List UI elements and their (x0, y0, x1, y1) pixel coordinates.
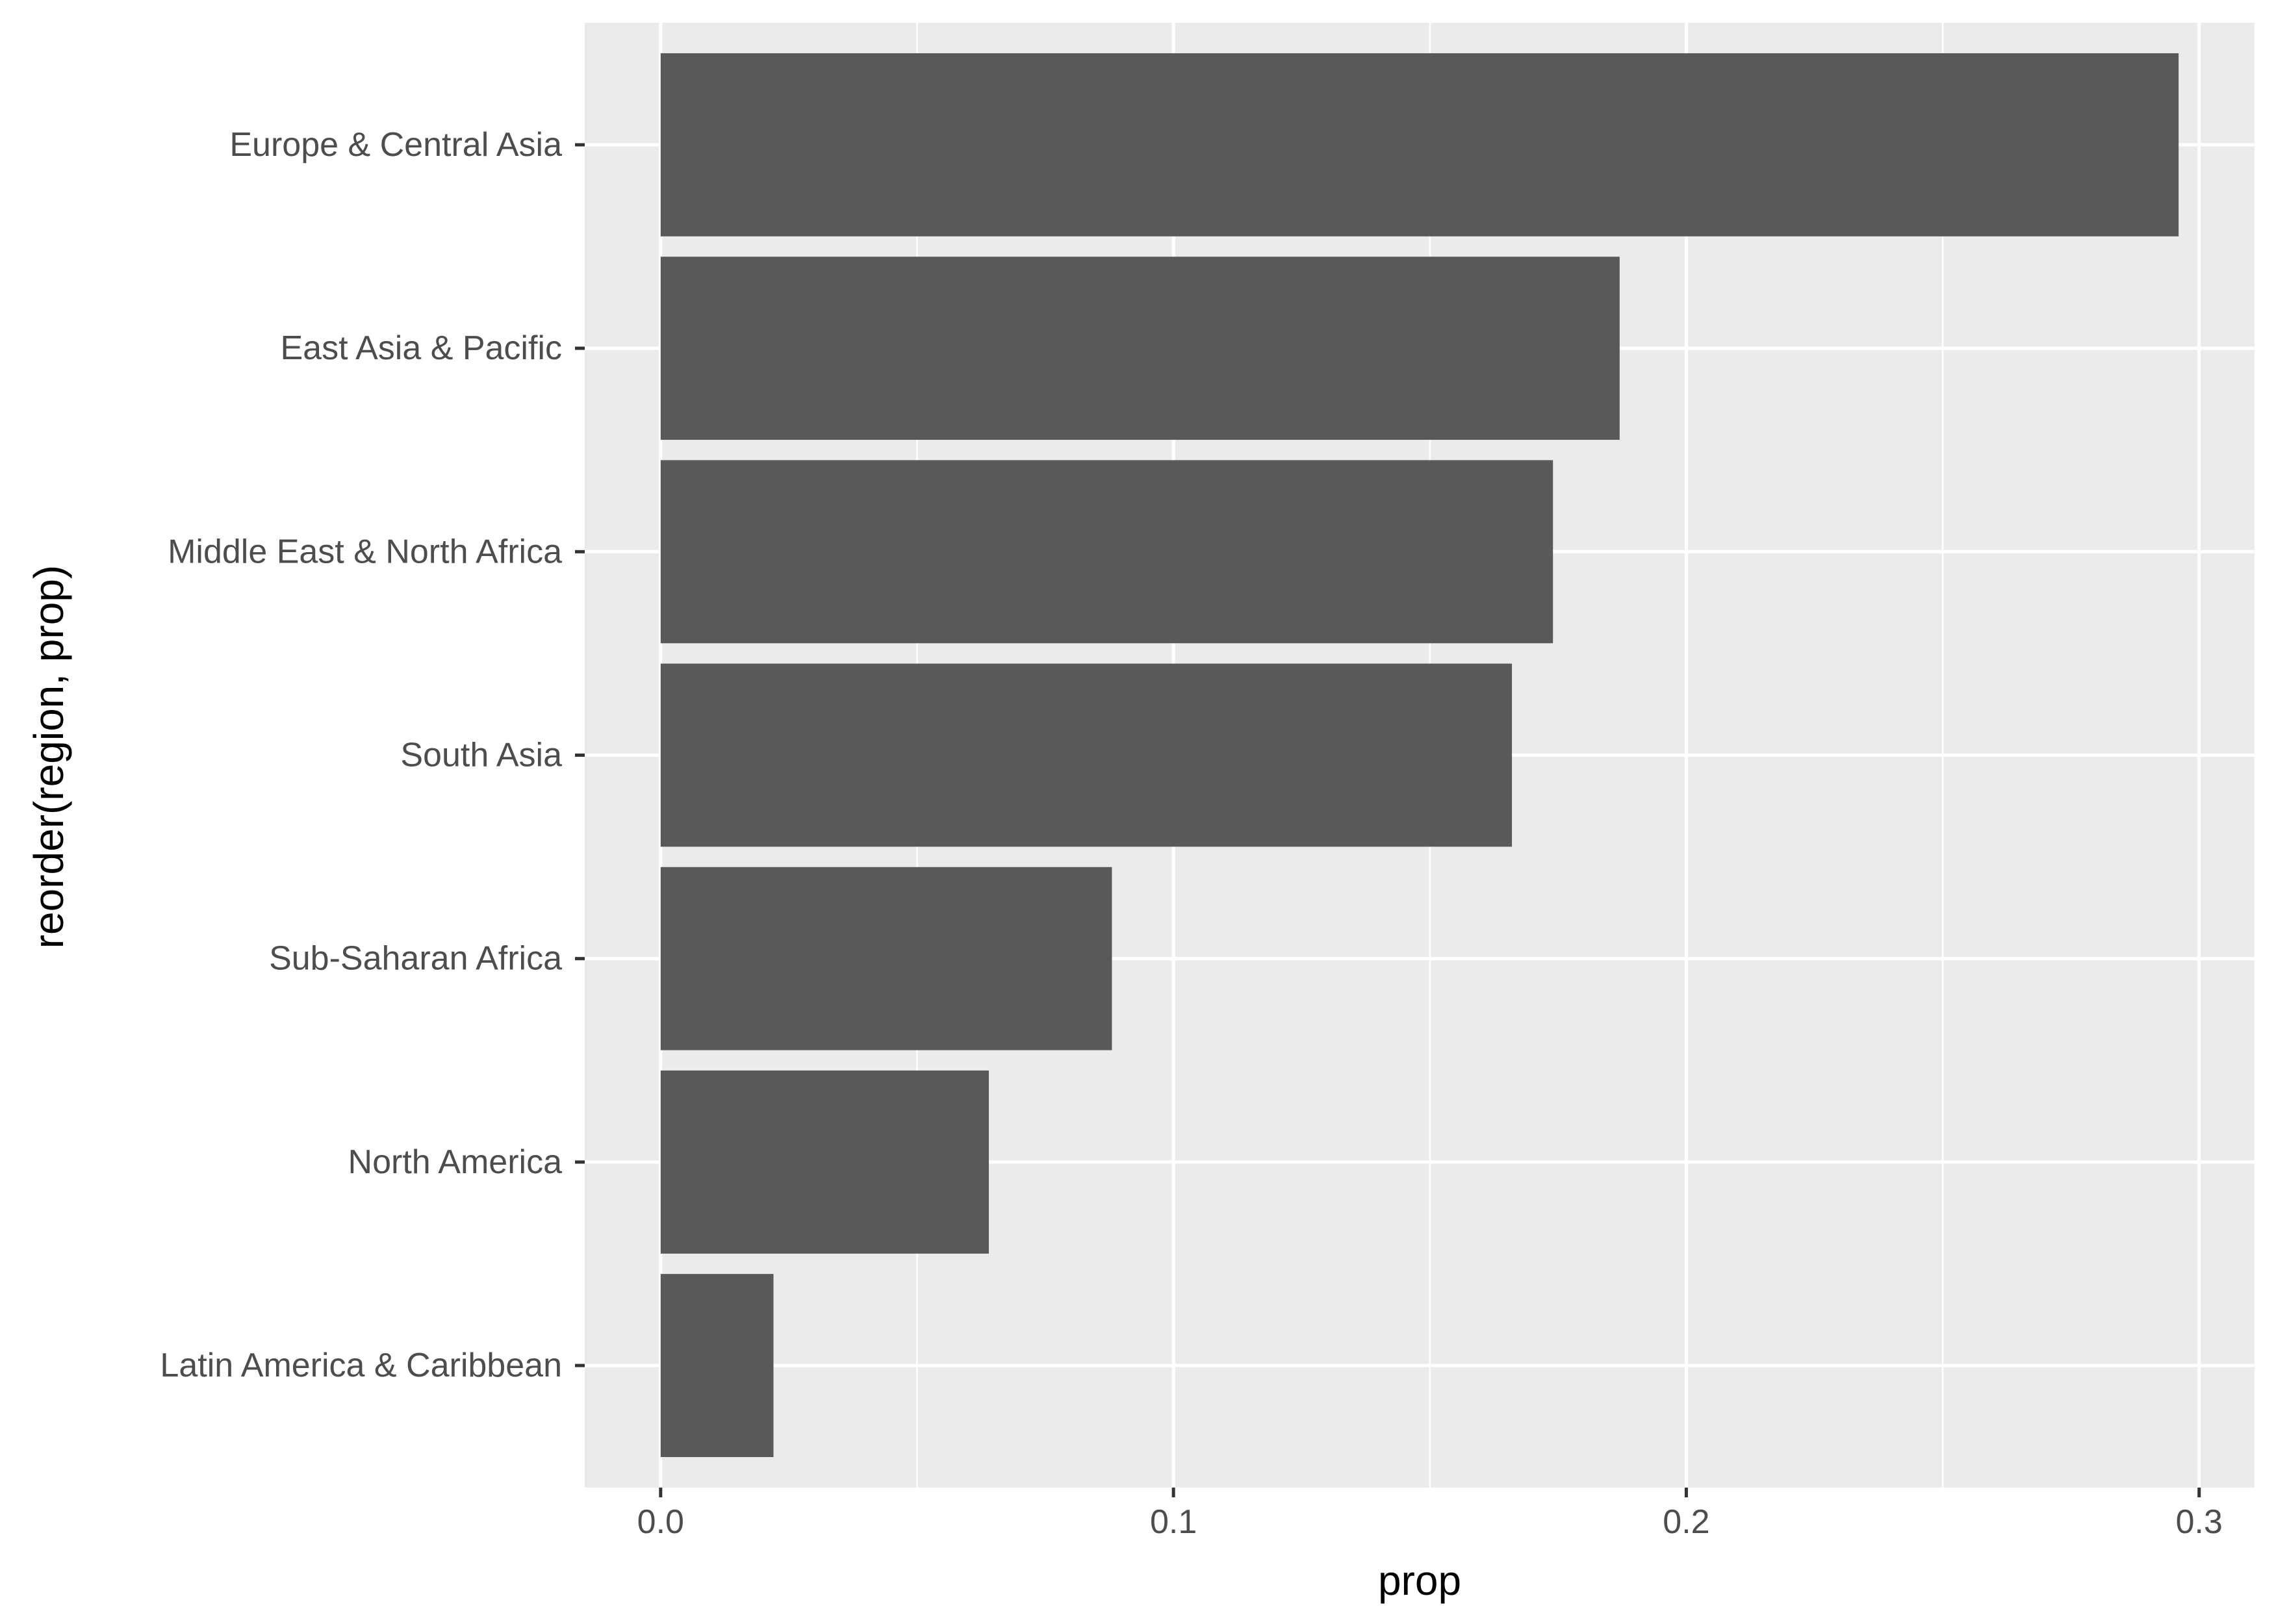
x-tick-label: 0.1 (1150, 1503, 1197, 1541)
bar-south-asia (660, 663, 1513, 847)
bar-europe-central-asia (660, 53, 2179, 236)
x-axis: 0.0 0.1 0.2 0.3 (637, 1488, 2223, 1541)
y-tick-label: Sub-Saharan Africa (269, 940, 562, 978)
bar-latin-america-caribbean (660, 1274, 774, 1458)
bar-east-asia-pacific (660, 257, 1620, 440)
y-axis-title: reorder(region, prop) (25, 565, 72, 949)
y-tick-label: Latin America & Caribbean (160, 1347, 562, 1384)
bar-middle-east-north-africa (660, 460, 1553, 644)
x-tick-label: 0.2 (1663, 1503, 1709, 1541)
y-tick-label: South Asia (400, 737, 562, 774)
x-axis-title: prop (1378, 1557, 1461, 1604)
y-tick-label: North America (348, 1143, 563, 1181)
x-tick-label: 0.3 (2176, 1503, 2223, 1541)
y-tick-label: Europe & Central Asia (229, 126, 562, 164)
y-tick-label: Middle East & North Africa (168, 533, 562, 570)
y-axis: Europe & Central Asia East Asia & Pacific… (160, 126, 585, 1384)
bar-sub-saharan-africa (660, 867, 1112, 1050)
bar-north-america (660, 1070, 989, 1254)
bars (660, 53, 2179, 1458)
x-tick-label: 0.0 (637, 1503, 684, 1541)
y-tick-label: East Asia & Pacific (280, 329, 562, 367)
